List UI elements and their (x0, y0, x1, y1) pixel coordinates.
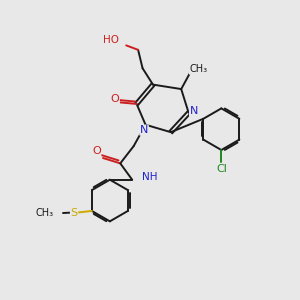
Text: CH₃: CH₃ (189, 64, 208, 74)
Text: HO: HO (103, 35, 119, 45)
Text: O: O (111, 94, 119, 104)
Text: Cl: Cl (216, 164, 227, 174)
Text: S: S (70, 208, 78, 218)
Text: N: N (140, 125, 148, 135)
Text: NH: NH (142, 172, 157, 182)
Text: O: O (92, 146, 101, 157)
Text: N: N (190, 106, 198, 116)
Text: CH₃: CH₃ (36, 208, 54, 218)
